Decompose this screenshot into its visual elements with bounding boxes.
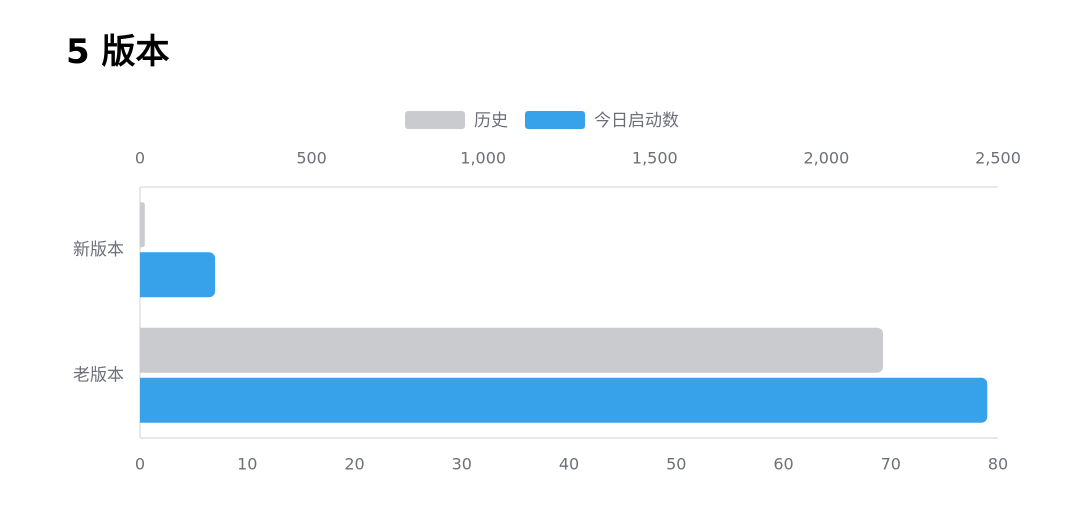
bottom-axis-tick-label: 70 [881,455,901,474]
top-axis-tick-label: 0 [135,149,145,168]
bottom-axis-tick-label: 50 [666,455,686,474]
bar-history-new-version [140,202,145,248]
legend-swatch [405,111,465,129]
bottom-axis-tick-label: 30 [452,455,472,474]
bottom-axis-tick-label: 60 [773,455,793,474]
legend-swatch [525,111,585,129]
bottom-axis-tick-label: 0 [135,455,145,474]
top-axis-tick-label: 2,500 [975,149,1021,168]
bar-today-old-version [140,377,988,423]
bar-history-old-version [140,327,884,373]
bottom-axis-tick-label: 20 [344,455,364,474]
bottom-axis-tick-label: 80 [988,455,1008,474]
category-label: 老版本 [73,365,124,385]
top-axis-tick-label: 2,000 [803,149,849,168]
legend-label: 历史 [474,111,508,131]
bottom-axis-tick-label: 10 [237,455,257,474]
bottom-axis-tick-label: 40 [559,455,579,474]
bar-today-new-version [140,252,216,298]
top-axis-tick-label: 500 [296,149,327,168]
category-label: 新版本 [73,240,124,260]
top-axis-tick-label: 1,000 [460,149,506,168]
page-title: 5 版本 [66,32,170,72]
legend-label: 今日启动数 [594,111,679,131]
top-axis-tick-label: 1,500 [632,149,678,168]
